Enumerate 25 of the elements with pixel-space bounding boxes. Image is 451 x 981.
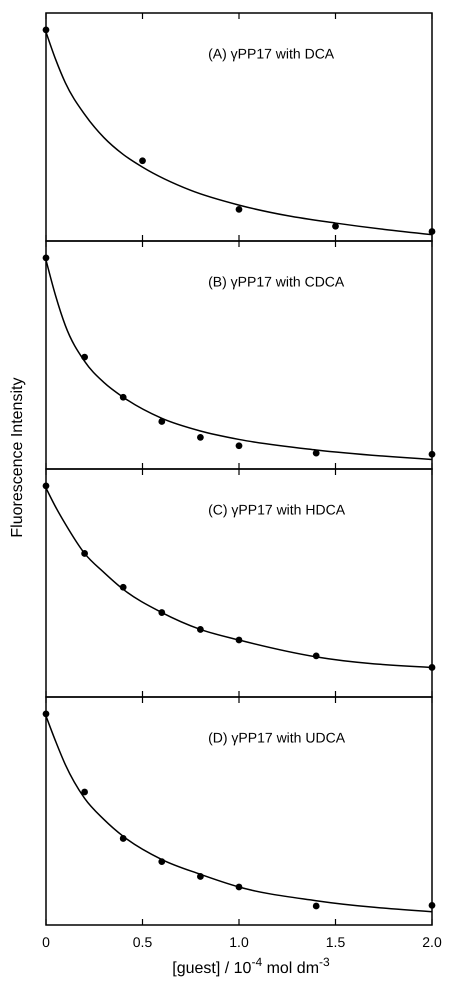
x-tick-label: 2.0 xyxy=(422,934,442,950)
point xyxy=(428,450,436,458)
text: (D) γPP17 with UDCA xyxy=(208,730,346,746)
point xyxy=(139,157,146,164)
x-tick-label: 0.5 xyxy=(132,934,152,950)
point xyxy=(312,902,320,910)
point xyxy=(197,434,204,441)
point xyxy=(428,902,436,909)
x-tick-label: 1.5 xyxy=(326,934,346,950)
point xyxy=(42,26,50,34)
point xyxy=(428,228,436,235)
x-tick-label: 0 xyxy=(42,934,50,950)
text: (C) γPP17 with HDCA xyxy=(208,502,346,518)
point xyxy=(236,206,242,213)
x-tick-label: 1.0 xyxy=(229,934,249,950)
point xyxy=(42,254,50,262)
text: (B) γPP17 with CDCA xyxy=(208,274,345,290)
point xyxy=(42,710,50,718)
y-axis-title: Fluorescence Intensity xyxy=(9,378,26,538)
point xyxy=(42,482,50,490)
text: (A) γPP17 with DCA xyxy=(208,46,335,62)
point xyxy=(81,788,88,796)
point xyxy=(236,442,242,450)
x-axis-title: [guest] / 10$^{-4}$ mol dm$^{-3}$ xyxy=(172,955,330,977)
point xyxy=(312,450,320,457)
